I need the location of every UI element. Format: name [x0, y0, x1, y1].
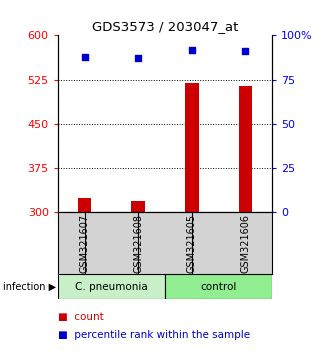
Text: GSM321608: GSM321608	[133, 214, 143, 273]
Point	[243, 48, 248, 54]
Text: ■  percentile rank within the sample: ■ percentile rank within the sample	[58, 330, 250, 340]
Point	[189, 47, 194, 52]
Text: GSM321605: GSM321605	[187, 214, 197, 273]
Title: GDS3573 / 203047_at: GDS3573 / 203047_at	[92, 20, 238, 33]
Bar	[58, 274, 165, 299]
Text: GSM321606: GSM321606	[241, 214, 250, 273]
Bar	[239, 86, 252, 212]
Bar	[78, 198, 91, 212]
Text: C. pneumonia: C. pneumonia	[75, 282, 148, 292]
Point	[136, 56, 141, 61]
Bar	[165, 274, 272, 299]
Bar	[185, 82, 199, 212]
Text: control: control	[200, 282, 237, 292]
Text: ■  count: ■ count	[58, 312, 104, 322]
Text: infection ▶: infection ▶	[3, 282, 56, 292]
Point	[82, 54, 87, 59]
Text: GSM321607: GSM321607	[80, 214, 89, 273]
Bar	[131, 201, 145, 212]
